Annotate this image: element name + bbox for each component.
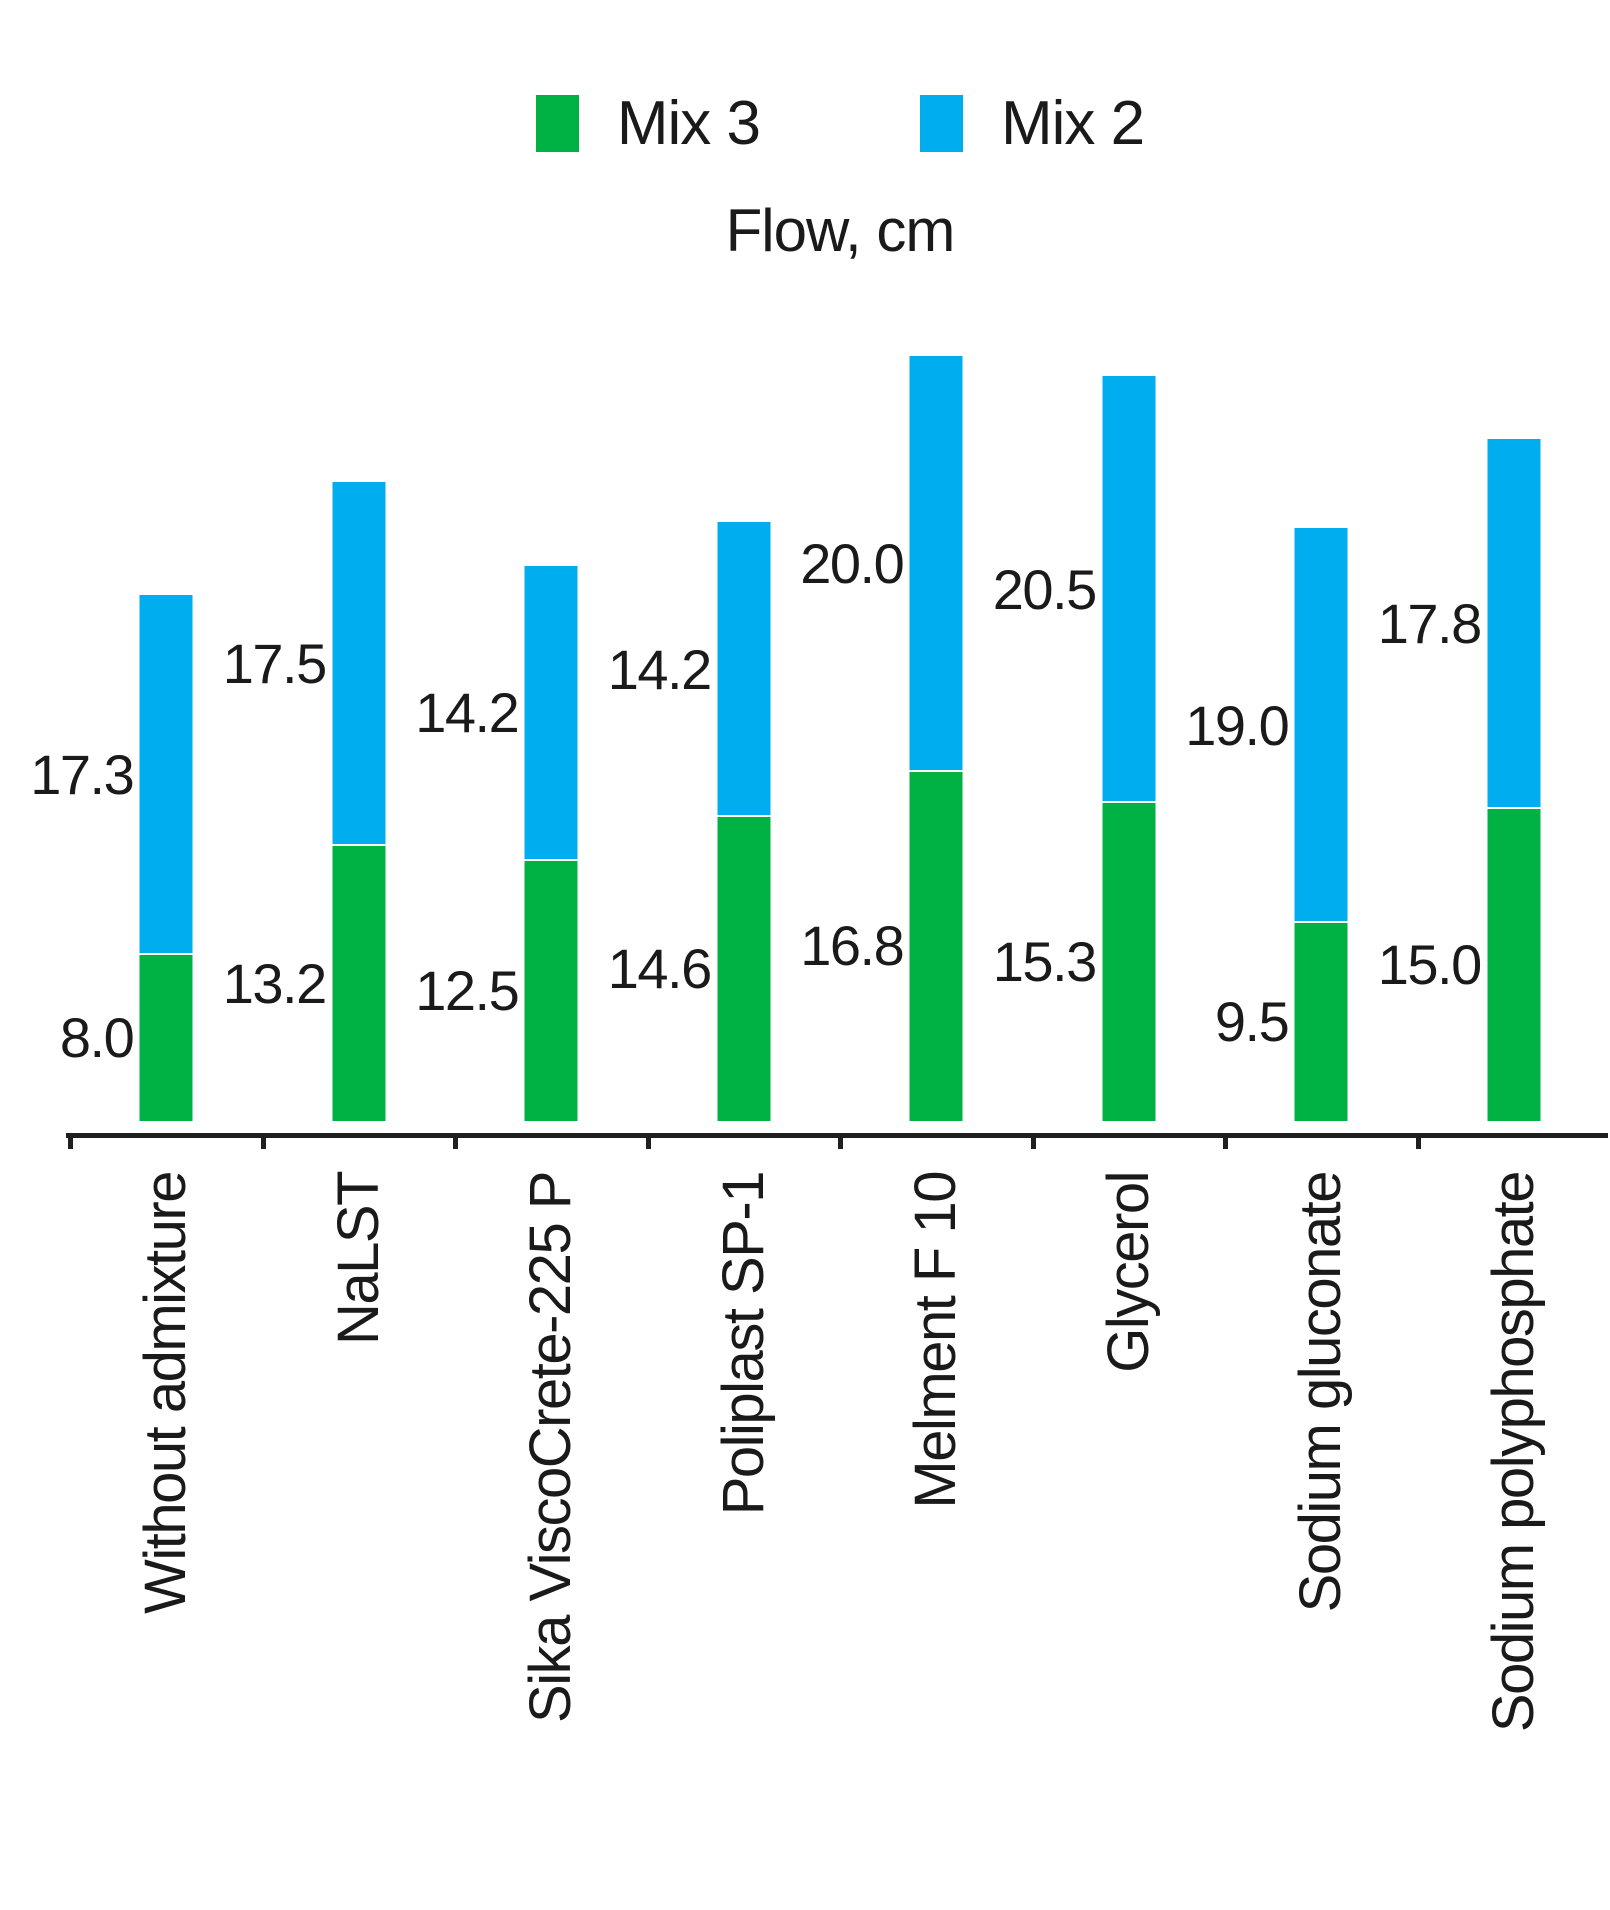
- category-label: Sodium gluconate: [1288, 1172, 1354, 1613]
- value-label-mix2: 14.2: [415, 681, 520, 745]
- bar-segment-mix3: [524, 861, 578, 1121]
- value-label-mix2: 17.8: [1377, 591, 1483, 655]
- x-axis-tick: [1030, 1133, 1036, 1149]
- bar-segment-mix3: [1102, 802, 1156, 1121]
- bar-group: 13.2 17.5: [223, 0, 456, 1121]
- bar-segment-mix2: [1102, 376, 1156, 803]
- value-label-mix3: 12.5: [415, 959, 520, 1022]
- bar-segment-mix3: [1294, 923, 1348, 1121]
- x-axis-tick: [838, 1133, 843, 1149]
- plot-area: 8.0 17.3 13.2 17.5 12.5 14.2 14.6 14.2 16.8 20.0 1…: [30, 0, 1610, 1121]
- value-label-mix3: 9.5: [1214, 990, 1290, 1054]
- category-label: Melment F 10: [903, 1172, 969, 1509]
- legend-swatch-mix2-icon: [920, 95, 963, 152]
- x-axis-tick: [453, 1133, 458, 1149]
- value-label-mix2: 14.2: [607, 637, 713, 701]
- bar-segment-mix3: [139, 954, 193, 1121]
- x-axis-line: [66, 1133, 1608, 1138]
- legend-label-mix3: Mix 3: [616, 89, 761, 158]
- bar-segment-mix2: [1294, 528, 1348, 924]
- x-axis-tick: [260, 1133, 266, 1149]
- legend-swatch-mix3-icon: [535, 95, 579, 152]
- bar-segment-mix2: [524, 565, 578, 861]
- category-label: Poliplast SP-1: [710, 1172, 776, 1516]
- value-label-mix3: 13.2: [222, 951, 328, 1015]
- bar-segment-mix2: [1487, 438, 1541, 809]
- value-label-mix3: 15.0: [1377, 933, 1483, 996]
- bar-segment-mix2: [717, 521, 771, 818]
- value-label-mix3: 14.6: [607, 937, 713, 1001]
- bar-group: 16.8 20.0: [800, 0, 1033, 1121]
- value-label-mix3: 16.8: [800, 914, 905, 978]
- value-label-mix2: 20.0: [800, 531, 905, 595]
- legend-item-mix3: Mix 3: [535, 88, 761, 159]
- x-axis-tick: [1415, 1133, 1421, 1149]
- bar-segment-mix2: [139, 594, 193, 955]
- bar-group: 12.5 14.2: [415, 0, 648, 1121]
- bar-group: 9.5 19.0: [1185, 0, 1418, 1121]
- value-label-mix2: 17.5: [222, 632, 328, 696]
- x-axis-tick: [1223, 1133, 1228, 1149]
- value-label-mix3: 8.0: [59, 1005, 135, 1069]
- chart-title: Flow, cm: [725, 197, 956, 264]
- bar-segment-mix3: [332, 846, 386, 1121]
- bar-segment-mix3: [717, 817, 771, 1121]
- bar-group: 15.0 17.8: [1378, 0, 1610, 1121]
- bar-group: 8.0 17.3: [30, 0, 263, 1121]
- bar-segment-mix2: [909, 355, 963, 772]
- category-label: Glycerol: [1095, 1172, 1161, 1373]
- legend-label-mix2: Mix 2: [1001, 89, 1145, 158]
- category-label: Sodium polyphosphate: [1480, 1172, 1546, 1733]
- category-label: Sika ViscoCrete-225 P: [518, 1172, 584, 1723]
- category-label: Without admixture: [133, 1172, 199, 1614]
- legend: Mix 3 Mix 2: [70, 88, 1610, 159]
- bar-segment-mix3: [909, 771, 963, 1121]
- value-label-mix2: 19.0: [1185, 693, 1290, 757]
- x-axis-tick: [645, 1133, 651, 1149]
- bar-segment-mix3: [1487, 809, 1541, 1121]
- category-label: NaLST: [325, 1172, 391, 1346]
- value-label-mix2: 17.3: [30, 742, 135, 806]
- legend-item-mix2: Mix 2: [920, 88, 1145, 159]
- bar-group: 15.3 20.5: [993, 0, 1226, 1121]
- bar-group: 14.6 14.2: [608, 0, 841, 1121]
- x-axis-tick: [68, 1133, 73, 1149]
- bar-segment-mix2: [332, 482, 386, 847]
- value-label-mix2: 20.5: [992, 557, 1098, 621]
- value-label-mix3: 15.3: [992, 929, 1098, 993]
